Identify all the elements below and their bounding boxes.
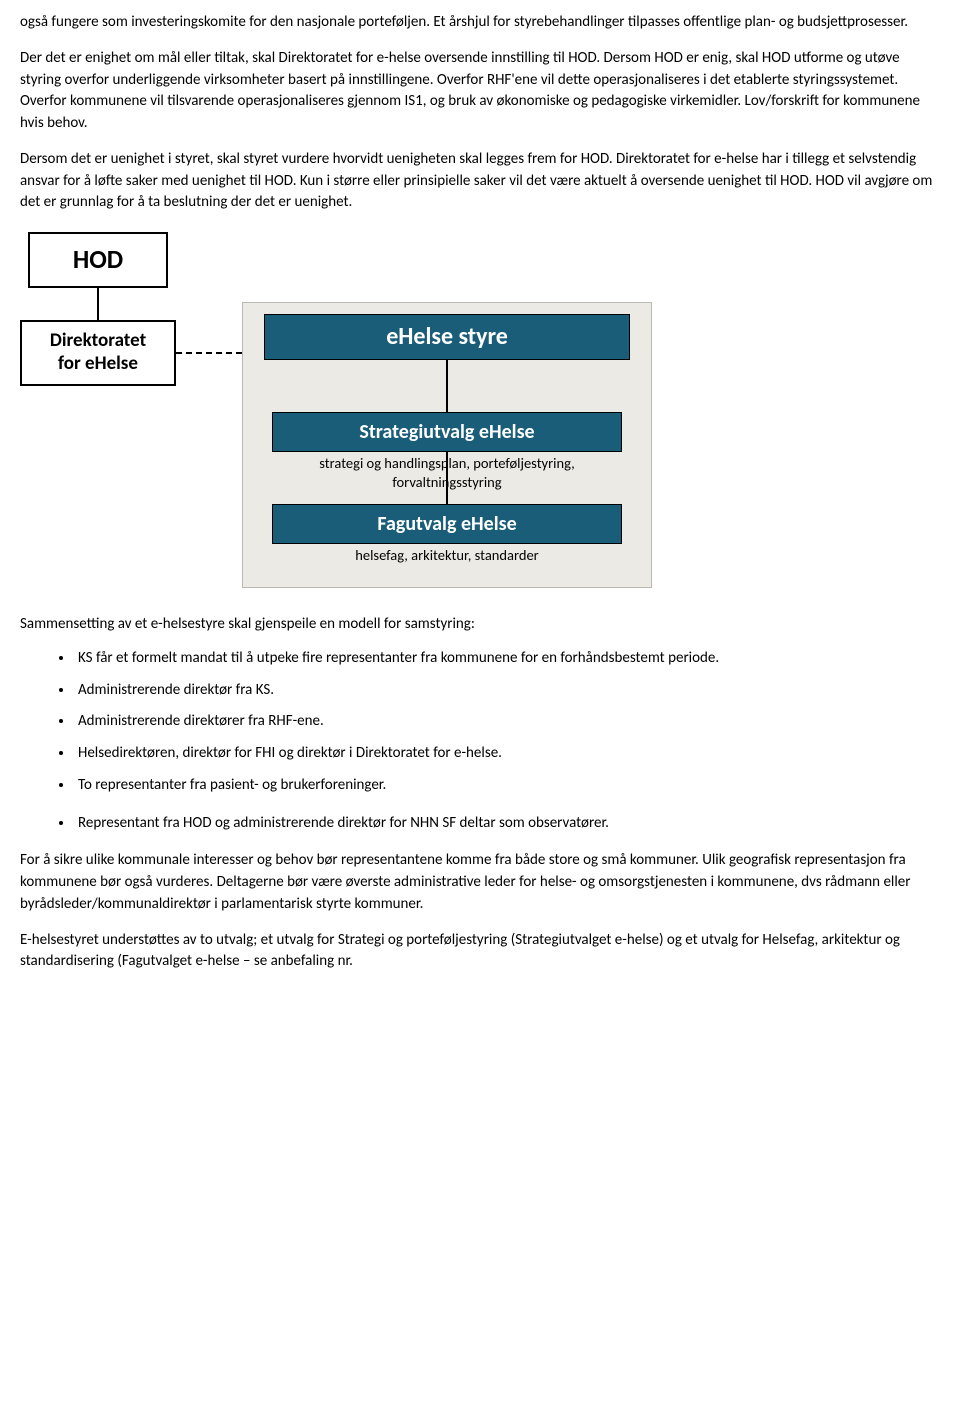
- body-paragraph: Der det er enighet om mål eller tiltak, …: [20, 48, 940, 135]
- connector-line: [446, 452, 448, 504]
- list-item: KS får et formelt mandat til å utpeke fi…: [74, 648, 940, 670]
- governance-diagram: HOD Direktoratet for eHelse eHelse styre…: [20, 232, 940, 592]
- strategiutvalg-node: Strategiutvalg eHelse: [272, 412, 622, 452]
- connector-dashed: [176, 352, 242, 354]
- body-paragraph: E-helsestyret understøttes av to utvalg;…: [20, 930, 940, 974]
- connector-line: [446, 360, 448, 412]
- list-item: To representanter fra pasient- og bruker…: [74, 775, 940, 797]
- fagutvalg-label: Fagutvalg eHelse: [377, 510, 516, 539]
- list-item: Administrerende direktører fra RHF-ene.: [74, 711, 940, 733]
- ehelse-styre-label: eHelse styre: [386, 320, 508, 355]
- hod-label: HOD: [73, 241, 123, 279]
- body-paragraph: Dersom det er uenighet i styret, skal st…: [20, 149, 940, 214]
- ehelse-styre-node: eHelse styre: [264, 314, 630, 360]
- connector-line: [97, 288, 99, 320]
- strategiutvalg-label: Strategiutvalg eHelse: [359, 418, 534, 447]
- directorate-node: Direktoratet for eHelse: [20, 320, 176, 386]
- fagutvalg-subtext: helsefag, arkitektur, standarder: [272, 546, 622, 565]
- list-item: Administrerende direktør fra KS.: [74, 680, 940, 702]
- directorate-label-line1: Direktoratet: [50, 330, 146, 353]
- fagutvalg-node: Fagutvalg eHelse: [272, 504, 622, 544]
- body-paragraph: også fungere som investeringskomite for …: [20, 12, 940, 34]
- list-item: Representant fra HOD og administrerende …: [74, 813, 940, 835]
- body-paragraph: For å sikre ulike kommunale interesser o…: [20, 850, 940, 915]
- composition-list: KS får et formelt mandat til å utpeke fi…: [20, 648, 940, 835]
- list-item: Helsedirektøren, direktør for FHI og dir…: [74, 743, 940, 765]
- list-intro: Sammensetting av et e-helsestyre skal gj…: [20, 614, 940, 636]
- hod-node: HOD: [28, 232, 168, 288]
- directorate-label-line2: for eHelse: [58, 353, 138, 376]
